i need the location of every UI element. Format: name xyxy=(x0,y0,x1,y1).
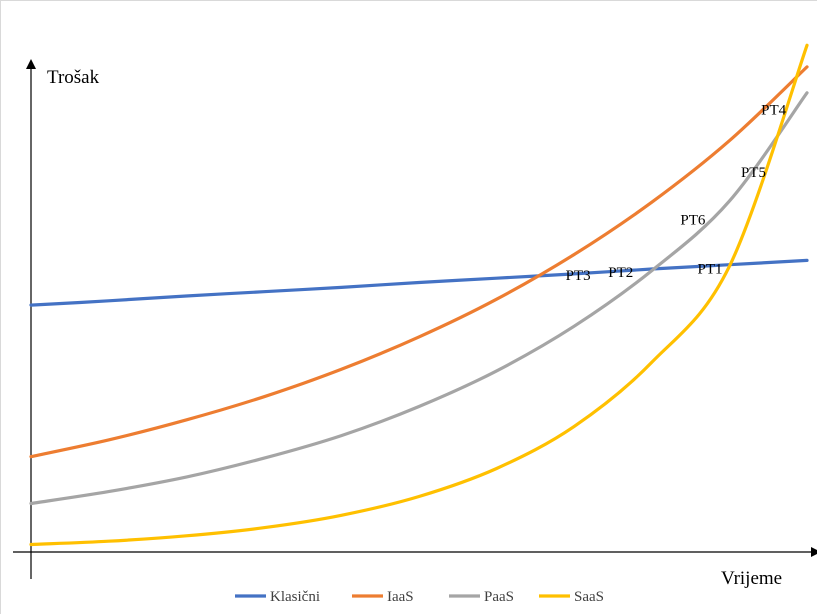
legend: Klasični IaaS PaaS SaaS xyxy=(235,589,604,605)
series-layer xyxy=(29,43,809,547)
intersection-label-pt6: PT6 xyxy=(680,212,706,228)
intersection-label-pt1: PT1 xyxy=(697,261,722,277)
legend-label-iaas: IaaS xyxy=(387,589,414,605)
legend-item-iaas: IaaS xyxy=(352,589,414,605)
intersection-label-pt2: PT2 xyxy=(608,265,633,281)
intersection-label-pt5: PT5 xyxy=(741,165,766,181)
legend-label-klasicni: Klasični xyxy=(270,589,320,605)
legend-item-paas: PaaS xyxy=(449,589,514,605)
intersection-label-pt4: PT4 xyxy=(761,102,787,118)
legend-label-paas: PaaS xyxy=(484,589,514,605)
series-line-saas xyxy=(29,43,809,547)
series-line-iaas xyxy=(29,65,809,459)
legend-item-saas: SaaS xyxy=(539,589,604,605)
intersection-label-pt3: PT3 xyxy=(566,268,591,284)
annotation-layer: PT1 PT2 PT3 PT4 PT5 PT6 xyxy=(566,102,787,283)
series-line-paas xyxy=(29,91,809,506)
legend-item-klasicni: Klasični xyxy=(235,589,320,605)
y-axis-title: Trošak xyxy=(47,67,100,88)
series-line-klasicni xyxy=(29,258,809,307)
x-axis-title: Vrijeme xyxy=(721,568,782,589)
legend-label-saas: SaaS xyxy=(574,589,604,605)
